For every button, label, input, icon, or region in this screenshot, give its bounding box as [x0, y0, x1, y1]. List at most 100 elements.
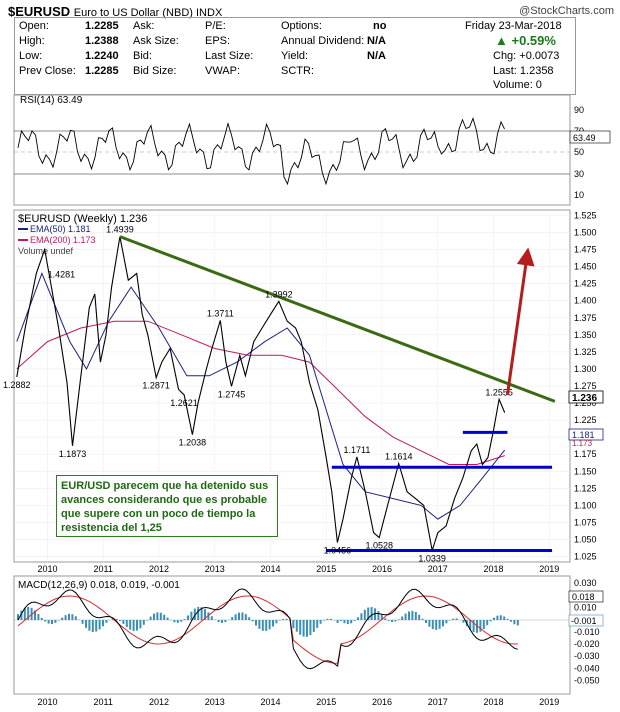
macd-hist-bar — [156, 612, 159, 620]
symbol-text: $EURUSD — [8, 4, 71, 19]
macd-hist-bar — [132, 620, 135, 632]
macd-hist-bar — [510, 620, 512, 622]
macd-hist-bar — [482, 620, 485, 630]
macd-hist-tag — [568, 614, 604, 627]
ema200-tag-text: 1.173 — [572, 439, 593, 448]
price-annotation-label: 1.1873 — [59, 449, 87, 459]
macd-x-tick-label: 2018 — [483, 697, 503, 707]
price-y-tick-label: 1.500 — [574, 227, 597, 237]
macd-hist-bar — [367, 607, 370, 620]
macd-hist-bar — [64, 615, 67, 620]
macd-hist-bar — [251, 620, 254, 622]
price-y-tick-label: 1.425 — [574, 279, 597, 289]
macd-hist-bar — [149, 616, 152, 620]
macd-hist-bar — [431, 620, 434, 630]
price-y-tick-label: 1.075 — [574, 517, 597, 527]
macd-hist-bar — [27, 606, 30, 620]
macd-hist-bar — [343, 620, 346, 624]
quote-dividend-label: Annual Dividend: — [281, 35, 365, 47]
macd-hist-bar — [360, 613, 363, 620]
quote-ask-label: Ask: — [133, 20, 155, 32]
macd-hist-bar — [350, 620, 353, 624]
macd-hist-bar — [159, 612, 162, 620]
macd-x-tick-label: 2014 — [260, 697, 280, 707]
macd-hist-bar — [448, 620, 451, 621]
symbol-description: Euro to US Dollar (NBD) INDX — [73, 7, 223, 19]
macd-hist-bar — [105, 620, 108, 623]
price-annotation-label: 1.2555 — [485, 387, 513, 397]
quote-pe-label: P/E: — [205, 20, 226, 32]
macd-hist-bar — [68, 613, 70, 620]
price-y-tick-label: 1.150 — [574, 466, 597, 476]
rsi-value-text: 63.49 — [573, 133, 596, 143]
macd-hist-bar — [146, 620, 149, 621]
price-y-tick-label: 1.025 — [574, 552, 597, 562]
rsi-tick-50: 50 — [574, 147, 584, 157]
quote-high-label: High: — [19, 35, 45, 47]
macd-hist-bar — [85, 620, 87, 628]
macd-hist-bar — [231, 616, 234, 620]
macd-hist-bar — [88, 620, 91, 631]
macd-tag — [568, 590, 604, 603]
macd-hist-bar — [98, 620, 101, 630]
macd-hist-bar — [435, 620, 438, 630]
macd-hist-bar — [210, 616, 213, 620]
macd-hist-bar — [173, 620, 176, 623]
macd-hist-bar — [176, 620, 179, 623]
macd-tag-text: 0.018 — [572, 592, 595, 602]
macd-hist-bar — [241, 612, 244, 620]
macd-x-tick-label: 2012 — [149, 697, 169, 707]
quote-change-pct-text: +0.59% — [511, 33, 556, 48]
macd-hist-bar — [353, 620, 356, 621]
macd-line — [17, 588, 518, 670]
price-annotation-label: 1.2882 — [3, 380, 31, 390]
macd-hist-bar — [285, 618, 288, 620]
price-x-tick-label: 2017 — [428, 564, 448, 574]
macd-hist-bar — [408, 611, 410, 620]
macd-y-tick-label: -0.040 — [574, 663, 600, 673]
macd-hist-bar — [95, 620, 98, 632]
macd-hist-bar — [340, 620, 342, 621]
price-x-tick-label: 2014 — [260, 564, 280, 574]
macd-y-tick-label: 0.010 — [574, 602, 597, 612]
quote-change-pct: ▲ +0.59% — [495, 33, 556, 48]
macd-hist-bar — [268, 620, 271, 630]
macd-label: MACD(12,26,9) 0.018, 0.019, -0.001 — [18, 580, 180, 591]
price-y-tick-label: 1.125 — [574, 483, 597, 493]
macd-hist-bar — [513, 620, 516, 625]
macd-hist-bar — [292, 620, 295, 629]
price-x-tick-label: 2013 — [205, 564, 225, 574]
macd-hist-bar — [37, 614, 40, 620]
price-x-tick-label: 2010 — [37, 564, 57, 574]
price-y-tick-label: 1.275 — [574, 381, 597, 391]
price-annotation-label: 1.4939 — [106, 225, 134, 235]
quote-lastsize-label: Last Size: — [205, 50, 254, 62]
macd-hist-bar — [486, 620, 489, 626]
price-y-tick-label: 1.225 — [574, 415, 597, 425]
price-annotation-label: 1.2745 — [218, 389, 246, 399]
price-annotation-label: 1.3711 — [207, 308, 234, 318]
macd-panel: MACD(12,26,9) 0.018, 0.019, -0.001 0.030… — [13, 575, 604, 707]
macd-hist-bar — [506, 618, 509, 620]
macd-hist-bar — [115, 619, 118, 620]
macd-y-tick-label: -0.050 — [574, 676, 600, 686]
macd-hist-bar — [472, 620, 475, 632]
macd-hist-bar — [139, 620, 142, 629]
macd-hist-bar — [319, 620, 322, 624]
macd-hist-bar — [323, 620, 325, 621]
price-x-tick-label: 2018 — [483, 564, 503, 574]
macd-hist-bar — [357, 617, 359, 620]
quote-low-label: Low: — [19, 50, 43, 62]
macd-hist-bar — [312, 620, 315, 632]
macd-hist-bar — [404, 613, 407, 620]
quote-options-value: no — [373, 20, 387, 32]
macd-hist-bar — [397, 619, 400, 620]
price-annotation-label: 1.1711 — [343, 445, 370, 455]
ema200-legend: EMA(200) 1.173 — [30, 235, 96, 245]
macd-y-tick-label: 0.030 — [574, 578, 597, 588]
price-annotation-label: 1.3992 — [265, 289, 293, 299]
ema50-line — [16, 272, 506, 520]
up-arrow-icon: ▲ — [495, 33, 508, 48]
macd-hist-bar — [428, 620, 431, 627]
price-y-tick-label: 1.100 — [574, 500, 597, 510]
